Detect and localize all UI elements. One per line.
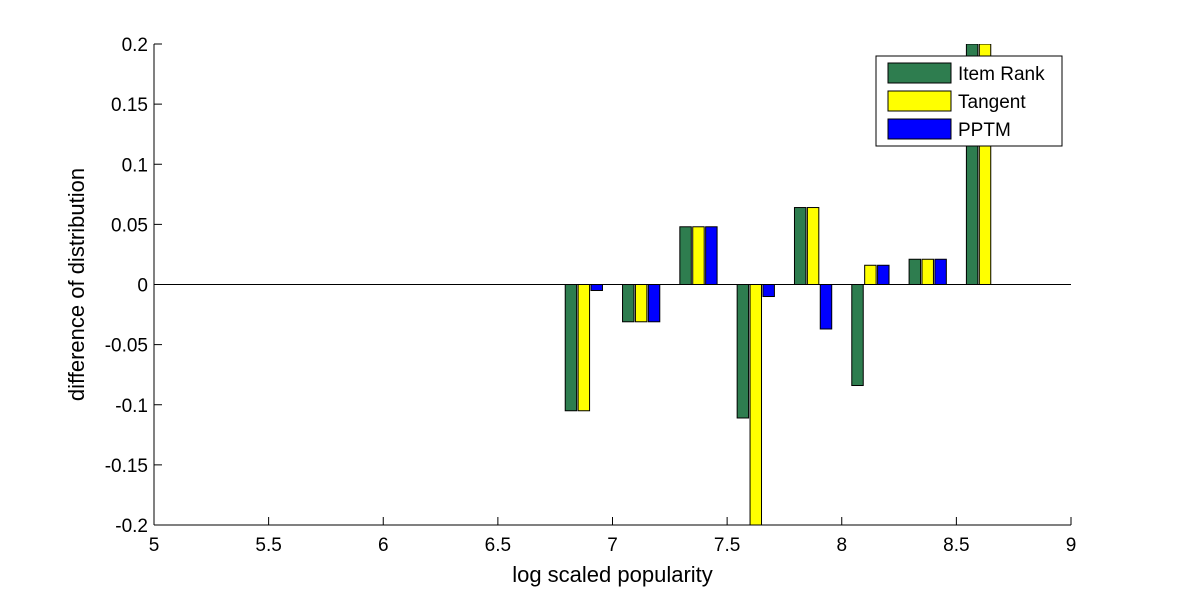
x-tick-label: 7: [607, 535, 618, 556]
bar-pptm-0: [590, 284, 603, 292]
y-tick-label: 0.1: [122, 155, 148, 176]
bar-item-rank-3: [736, 284, 750, 419]
y-tick-label: 0.05: [111, 215, 148, 236]
legend: Item Rank Tangent PPTM: [875, 55, 1063, 147]
y-tick-label: -0.15: [105, 456, 148, 477]
bar-pptm-1: [647, 284, 661, 323]
x-tick-label: 6.5: [485, 535, 511, 556]
legend-swatch-tangent: [887, 90, 952, 112]
y-axis-label: difference of distribution: [64, 168, 89, 401]
legend-label-pptm: PPTM: [958, 120, 1011, 141]
y-tick-label: -0.05: [105, 336, 148, 357]
legend-swatch-pptm: [887, 118, 952, 140]
bar-pptm-5: [877, 264, 890, 286]
x-tick-label: 5.5: [255, 535, 281, 556]
x-tick-label: 5: [149, 535, 160, 556]
bar-item-rank-4: [793, 207, 807, 285]
bar-item-rank-2: [679, 226, 692, 285]
bar-tangent-0: [577, 284, 591, 412]
bar-item-rank-5: [851, 284, 864, 387]
legend-label-tangent: Tangent: [958, 92, 1026, 113]
bar-pptm-6: [934, 258, 947, 285]
bar-pptm-3: [762, 284, 775, 298]
bar-tangent-3: [749, 284, 763, 525]
bar-item-rank-0: [564, 284, 578, 412]
bar-tangent-2: [692, 226, 705, 285]
ticks-layer: 5 5.5 6 6.5 7 7.5 8 8.5 9 0.2 0.15 0.1 0.05 0 -0.05 -0.…: [105, 35, 1077, 556]
bar-tangent-4: [806, 207, 820, 285]
bar-tangent-5: [864, 264, 877, 286]
y-tick-label: 0.2: [122, 35, 148, 56]
x-tick-label: 9: [1066, 535, 1077, 556]
bar-pptm-2: [705, 226, 718, 285]
x-tick-label: 7.5: [714, 535, 740, 556]
y-tick-label: -0.1: [115, 396, 148, 417]
x-tick-label: 8.5: [943, 535, 969, 556]
y-tick-label: 0.15: [111, 95, 148, 116]
x-tick-label: 6: [378, 535, 389, 556]
bar-tangent-6: [921, 258, 934, 285]
bar-tangent-1: [634, 284, 648, 323]
y-tick-label: -0.2: [115, 516, 148, 537]
x-axis-label: log scaled popularity: [512, 562, 713, 587]
legend-swatch-item-rank: [887, 62, 952, 84]
bar-item-rank-1: [622, 284, 635, 323]
legend-label-item-rank: Item Rank: [958, 64, 1045, 85]
y-tick-label: 0: [137, 276, 148, 297]
x-tick-label: 8: [836, 535, 847, 556]
bar-item-rank-6: [908, 258, 922, 285]
bar-pptm-4: [819, 284, 833, 330]
